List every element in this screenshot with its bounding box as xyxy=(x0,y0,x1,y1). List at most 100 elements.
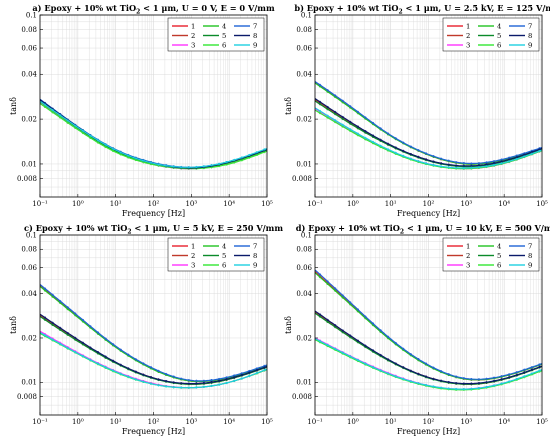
series-marker-5 xyxy=(326,108,329,111)
series-marker-5 xyxy=(43,318,47,321)
series-marker-8 xyxy=(318,100,322,104)
series-marker-8 xyxy=(455,164,458,167)
series-marker-8 xyxy=(530,368,534,371)
series-marker-7 xyxy=(477,378,481,381)
series-marker-8 xyxy=(379,353,382,357)
legend-label-2: 2 xyxy=(191,32,195,40)
series-line-8 xyxy=(315,310,542,385)
x-tick-label: 10⁰ xyxy=(72,418,84,426)
series-line-6 xyxy=(40,102,267,170)
series-marker-8 xyxy=(417,155,420,159)
series-marker-9 xyxy=(477,386,481,390)
series-marker-8 xyxy=(394,362,397,365)
y-tick-label: 0.06 xyxy=(21,44,37,52)
series-marker-8 xyxy=(402,366,405,369)
series-marker-7 xyxy=(402,141,405,144)
series-marker-8 xyxy=(432,160,435,163)
legend-label-3: 3 xyxy=(466,41,470,49)
series-marker-9 xyxy=(341,123,344,126)
y-tick-label: 0.008 xyxy=(292,175,312,183)
x-tick-label: 10⁰ xyxy=(72,200,84,208)
y-tick-label: 0.08 xyxy=(21,26,37,34)
series-marker-9 xyxy=(240,377,243,380)
legend-label-9: 9 xyxy=(253,261,257,269)
series-marker-8 xyxy=(470,382,473,385)
series-marker-7 xyxy=(341,294,344,297)
series-marker-7 xyxy=(326,89,329,92)
y-axis-label: tanδ xyxy=(284,97,293,115)
series-marker-9 xyxy=(43,334,47,337)
series-marker-7 xyxy=(111,343,115,346)
series-marker-7 xyxy=(51,293,54,296)
x-tick-label: 10⁰ xyxy=(347,418,359,426)
series-marker-8 xyxy=(409,152,412,156)
series-marker-9 xyxy=(530,372,534,375)
series-marker-7 xyxy=(356,110,360,114)
series-marker-7 xyxy=(334,94,337,97)
series-marker-9 xyxy=(409,380,412,383)
series-marker-9 xyxy=(349,355,352,358)
series-marker-7 xyxy=(530,366,534,369)
series-marker-9 xyxy=(89,134,92,137)
x-axis-label: Frequency [Hz] xyxy=(397,427,460,436)
y-tick-label: 0.02 xyxy=(21,334,37,342)
series-marker-8 xyxy=(432,377,435,381)
series-marker-7 xyxy=(508,373,511,376)
legend-label-1: 1 xyxy=(466,22,470,30)
series-marker-7 xyxy=(432,155,435,158)
y-tick-label: 0.1 xyxy=(26,231,37,239)
series-marker-8 xyxy=(386,358,390,361)
series-marker-9 xyxy=(134,378,137,381)
chart-title: b) Epoxy + 10% wt TiO2 < 1 μm, U = 2.5 k… xyxy=(294,3,550,16)
x-tick-label: 10⁴ xyxy=(498,200,510,208)
x-tick-label: 10² xyxy=(423,418,435,426)
series-marker-8 xyxy=(439,162,443,165)
series-marker-8 xyxy=(409,369,412,372)
series-line-9 xyxy=(40,331,267,389)
series-marker-9 xyxy=(371,140,375,144)
series-marker-9 xyxy=(470,166,473,169)
series-marker-9 xyxy=(326,343,329,347)
series-marker-6 xyxy=(51,111,54,114)
series-marker-9 xyxy=(394,151,397,154)
y-tick-label: 0.08 xyxy=(21,246,37,254)
series-marker-9 xyxy=(447,387,450,390)
series-line-9 xyxy=(40,100,267,168)
y-tick-label: 0.04 xyxy=(21,71,37,79)
series-marker-9 xyxy=(492,163,496,167)
series-marker-8 xyxy=(172,381,175,384)
x-tick-label: 10³ xyxy=(185,418,197,426)
x-tick-label: 10² xyxy=(148,200,160,208)
x-tick-label: 10⁻¹ xyxy=(307,200,323,208)
series-line-8 xyxy=(315,98,542,167)
y-tick-label: 0.008 xyxy=(292,393,312,401)
x-tick-label: 10⁻¹ xyxy=(32,200,48,208)
series-marker-7 xyxy=(439,157,443,160)
series-marker-9 xyxy=(402,377,405,381)
series-marker-9 xyxy=(508,380,511,383)
series-marker-8 xyxy=(538,365,541,369)
series-marker-9 xyxy=(508,160,511,163)
chart-panel-3: 10⁻¹ 10⁰ 10¹ 10² 10³ 10⁴ 10⁵ 0.008 0.01 0.02 0.04 0… xyxy=(284,223,550,436)
series-marker-9 xyxy=(394,375,397,378)
series-marker-8 xyxy=(187,382,190,385)
y-axis-label: tanδ xyxy=(9,316,18,334)
series-marker-5 xyxy=(334,112,337,116)
series-marker-7 xyxy=(202,379,206,382)
y-tick-label: 0.08 xyxy=(296,246,312,254)
series-marker-7 xyxy=(172,375,175,378)
legend-label-8: 8 xyxy=(528,252,532,260)
series-marker-8 xyxy=(119,363,122,366)
series-marker-7 xyxy=(356,308,360,311)
legend: 1 23 4 56 7 89 xyxy=(442,17,540,52)
series-marker-8 xyxy=(217,379,221,382)
legend-label-9: 9 xyxy=(253,41,257,49)
series-marker-7 xyxy=(455,161,458,164)
y-tick-label: 0.08 xyxy=(296,26,312,34)
legend-label-6: 6 xyxy=(222,261,226,269)
series-marker-9 xyxy=(157,163,160,166)
series-marker-9 xyxy=(225,381,228,385)
legend-box xyxy=(442,17,540,52)
series-marker-9 xyxy=(217,162,221,166)
series-marker-9 xyxy=(127,154,130,157)
